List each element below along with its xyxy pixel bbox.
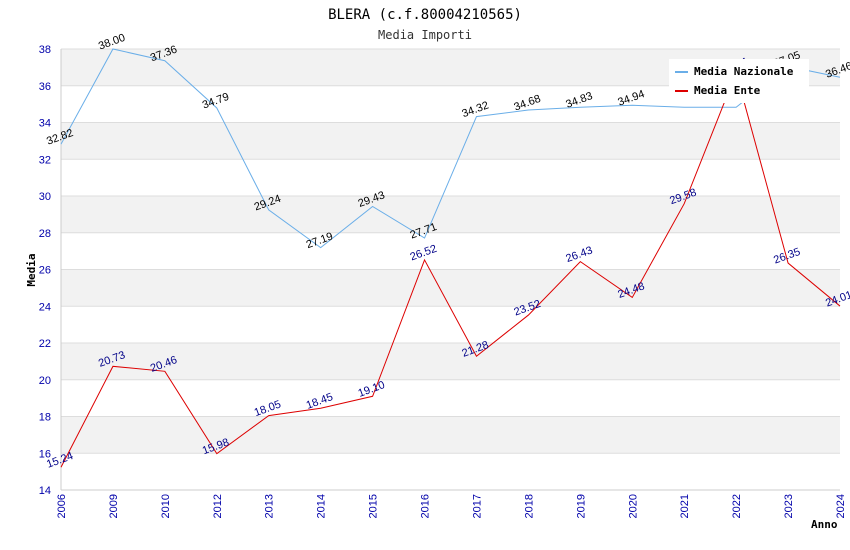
grid-band bbox=[61, 196, 840, 233]
x-axis-ticks: 2006 2009 2010 2012 2013 2014 2015 2016 2017 2018… bbox=[56, 494, 847, 518]
y-tick-label: 26 bbox=[39, 265, 51, 277]
data-label: 26.52 bbox=[409, 243, 439, 264]
legend: Media Nazionale Media Ente bbox=[669, 59, 809, 103]
y-tick-label: 30 bbox=[39, 191, 51, 203]
y-tick-label: 20 bbox=[39, 375, 51, 387]
x-tick-label: 2006 bbox=[56, 494, 68, 518]
chart-title: BLERA (c.f.80004210565) bbox=[328, 7, 522, 23]
series-line bbox=[60, 71, 841, 468]
x-tick-label: 2016 bbox=[420, 494, 432, 518]
y-tick-label: 38 bbox=[39, 44, 51, 56]
series-lines bbox=[60, 48, 841, 468]
y-tick-label: 18 bbox=[39, 412, 51, 424]
data-label: 34.32 bbox=[460, 99, 490, 120]
grid-band bbox=[61, 416, 840, 454]
x-tick-label: 2020 bbox=[627, 494, 639, 518]
legend-entry: Media Ente bbox=[694, 84, 761, 97]
y-tick-label: 16 bbox=[39, 448, 51, 460]
x-tick-label: 2009 bbox=[108, 494, 120, 518]
x-tick-label: 2010 bbox=[160, 494, 172, 518]
y-tick-label: 36 bbox=[39, 81, 51, 93]
y-axis-label: Media bbox=[25, 253, 38, 286]
data-label: 26.35 bbox=[772, 246, 802, 267]
grid-band bbox=[61, 122, 840, 160]
grid-band bbox=[61, 269, 840, 307]
x-tick-label: 2017 bbox=[471, 494, 483, 518]
series-line bbox=[60, 48, 841, 249]
x-tick-label: 2014 bbox=[316, 494, 328, 518]
y-tick-label: 22 bbox=[39, 338, 51, 350]
x-tick-label: 2023 bbox=[783, 494, 795, 518]
data-label: 34.79 bbox=[201, 91, 231, 112]
x-axis-label: Anno bbox=[811, 518, 838, 531]
grid-bands bbox=[60, 48, 840, 491]
x-tick-label: 2013 bbox=[264, 494, 276, 518]
data-label: 27.19 bbox=[305, 230, 335, 251]
y-axis-ticks: 14 16 18 20 22 24 26 28 30 32 34 36 38 bbox=[39, 44, 51, 497]
x-tick-label: 2021 bbox=[679, 494, 691, 518]
legend-entry: Media Nazionale bbox=[694, 65, 794, 78]
x-tick-label: 2015 bbox=[368, 494, 380, 518]
y-tick-label: 14 bbox=[39, 485, 51, 497]
legend-box bbox=[669, 59, 809, 103]
y-tick-label: 24 bbox=[39, 301, 51, 313]
x-tick-label: 2022 bbox=[731, 494, 743, 518]
y-tick-label: 32 bbox=[39, 154, 51, 166]
x-tick-label: 2012 bbox=[212, 494, 224, 518]
x-tick-label: 2019 bbox=[575, 494, 587, 518]
chart-subtitle: Media Importi bbox=[378, 28, 472, 42]
y-tick-label: 34 bbox=[39, 118, 51, 130]
grid-band bbox=[61, 343, 840, 380]
x-tick-label: 2024 bbox=[835, 494, 847, 518]
y-tick-label: 28 bbox=[39, 228, 51, 240]
x-tick-label: 2018 bbox=[523, 494, 535, 518]
